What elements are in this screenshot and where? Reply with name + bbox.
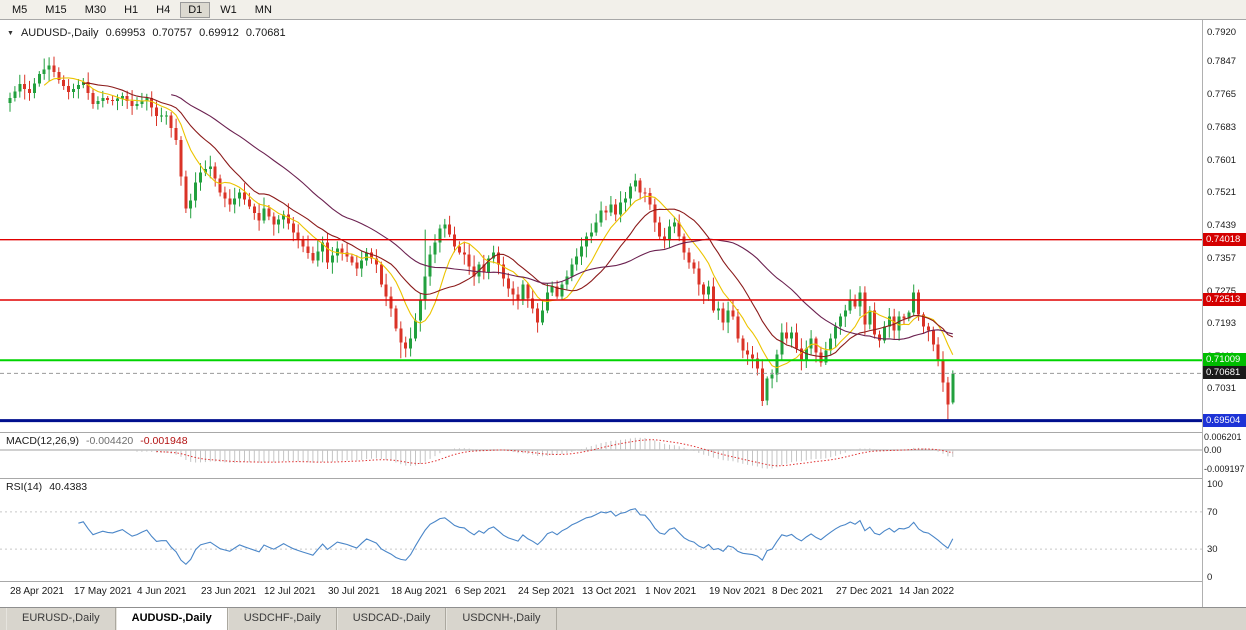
quote-close: 0.70681 bbox=[245, 27, 286, 39]
ma-line-8 bbox=[43, 77, 954, 369]
timeframe-button-mn[interactable]: MN bbox=[254, 3, 272, 16]
price-axis[interactable]: 0.7920 0.7847 0.7765 0.7683 0.7601 0.7521 0.74… bbox=[1202, 20, 1246, 607]
quote-open: 0.69953 bbox=[105, 27, 146, 39]
macd-axis-tick: 0.006201 bbox=[1204, 432, 1242, 442]
quote-high: 0.70757 bbox=[152, 27, 193, 39]
date-label: 14 Jan 2022 bbox=[899, 586, 955, 597]
quote-low: 0.69912 bbox=[199, 27, 239, 39]
price-pane[interactable]: ▼ AUDUSD-,Daily 0.69953 0.70757 0.69912 … bbox=[0, 20, 1202, 432]
pane-separator[interactable] bbox=[0, 432, 1246, 433]
price-tick: 0.7275 bbox=[1207, 286, 1237, 297]
pane-separator[interactable] bbox=[0, 581, 1246, 582]
timeframe-button-h1[interactable]: H1 bbox=[124, 3, 139, 16]
date-label: 1 Nov 2021 bbox=[645, 586, 697, 597]
price-tick: 0.7847 bbox=[1207, 56, 1237, 67]
macd-pane[interactable]: MACD(12,26,9) -0.004420 -0.001948 bbox=[0, 433, 1202, 478]
price-tick: 0.7765 bbox=[1207, 89, 1237, 100]
timeframe-button-m5[interactable]: M5 bbox=[12, 3, 28, 16]
level-price-badge: 0.74018 bbox=[1202, 233, 1246, 246]
price-tick: 0.7683 bbox=[1207, 122, 1237, 133]
rsi-axis-tick: 100 bbox=[1207, 479, 1223, 490]
rsi-chart[interactable] bbox=[0, 479, 1202, 581]
chart-tabs-bar: EURUSD-,Daily AUDUSD-,Daily USDCHF-,Daily U… bbox=[0, 607, 1246, 630]
price-tick: 0.7357 bbox=[1207, 253, 1237, 264]
timeframe-toolbar: M5 M15 M30 H1 H4 D1 W1 MN bbox=[0, 0, 1246, 20]
chart-tab-usdcad[interactable]: USDCAD-,Daily bbox=[336, 608, 447, 630]
date-label: 27 Dec 2021 bbox=[836, 586, 893, 597]
macd-chart[interactable] bbox=[0, 433, 1202, 478]
timeframe-button-h4[interactable]: H4 bbox=[156, 3, 171, 16]
date-label: 24 Sep 2021 bbox=[518, 586, 575, 597]
rsi-name: RSI(14) bbox=[6, 481, 43, 493]
symbol-dropdown-icon[interactable]: ▼ bbox=[7, 29, 14, 37]
price-tick: 0.7920 bbox=[1207, 27, 1237, 38]
date-label: 19 Nov 2021 bbox=[709, 586, 766, 597]
date-label: 17 May 2021 bbox=[74, 586, 132, 597]
timeframe-button-d1[interactable]: D1 bbox=[180, 1, 211, 18]
chart-quote-line: ▼ AUDUSD-,Daily 0.69953 0.70757 0.69912 … bbox=[7, 27, 286, 39]
macd-signal-line bbox=[156, 439, 953, 467]
timeframe-button-w1[interactable]: W1 bbox=[220, 3, 237, 16]
macd-value-main: -0.004420 bbox=[85, 435, 134, 447]
date-label: 23 Jun 2021 bbox=[201, 586, 257, 597]
macd-label-row: MACD(12,26,9) -0.004420 -0.001948 bbox=[6, 435, 188, 447]
price-tick: 0.7521 bbox=[1207, 187, 1237, 198]
level-price-badge: 0.71009 bbox=[1202, 353, 1246, 366]
date-label: 18 Aug 2021 bbox=[391, 586, 448, 597]
date-label: 28 Apr 2021 bbox=[10, 586, 64, 597]
macd-value-signal: -0.001948 bbox=[140, 435, 188, 447]
rsi-label-row: RSI(14) 40.4383 bbox=[6, 481, 87, 493]
ma-line-16 bbox=[83, 82, 954, 358]
level-price-badge: 0.72513 bbox=[1202, 293, 1246, 306]
date-label: 8 Dec 2021 bbox=[772, 586, 824, 597]
price-tick: 0.7601 bbox=[1207, 155, 1237, 166]
chart-tab-usdchf[interactable]: USDCHF-,Daily bbox=[227, 608, 337, 630]
timeframe-button-m15[interactable]: M15 bbox=[45, 3, 67, 16]
rsi-axis-tick: 70 bbox=[1207, 507, 1218, 518]
macd-name: MACD(12,26,9) bbox=[6, 435, 79, 447]
axis-divider bbox=[1202, 20, 1203, 607]
rsi-axis-tick: 0 bbox=[1207, 572, 1213, 583]
price-tick: 0.7439 bbox=[1207, 220, 1237, 231]
date-label: 12 Jul 2021 bbox=[264, 586, 316, 597]
chart-tab-audusd[interactable]: AUDUSD-,Daily bbox=[115, 608, 228, 630]
rsi-value: 40.4383 bbox=[49, 481, 88, 493]
rsi-axis-tick: 30 bbox=[1207, 544, 1218, 555]
macd-axis-tick: 0.00 bbox=[1204, 445, 1222, 455]
chart-symbol-period: AUDUSD-,Daily bbox=[20, 27, 99, 39]
chart-tab-eurusd[interactable]: EURUSD-,Daily bbox=[6, 608, 116, 630]
current-price-badge: 0.70681 bbox=[1202, 366, 1246, 379]
ma-line-34 bbox=[171, 94, 953, 340]
level-price-badge: 0.69504 bbox=[1202, 414, 1246, 427]
date-label: 13 Oct 2021 bbox=[582, 586, 637, 597]
candles bbox=[8, 56, 955, 421]
macd-axis-tick: -0.009197 bbox=[1204, 464, 1245, 474]
price-tick: 0.7031 bbox=[1207, 383, 1237, 394]
pane-separator[interactable] bbox=[0, 478, 1246, 479]
rsi-line bbox=[78, 508, 954, 566]
candlestick-chart[interactable] bbox=[0, 20, 1202, 432]
price-tick: 0.7193 bbox=[1207, 318, 1237, 329]
date-label: 4 Jun 2021 bbox=[137, 586, 187, 597]
timeframe-button-m30[interactable]: M30 bbox=[84, 3, 107, 16]
rsi-pane[interactable]: RSI(14) 40.4383 bbox=[0, 479, 1202, 581]
date-label: 30 Jul 2021 bbox=[328, 586, 380, 597]
chart-tab-usdcnh[interactable]: USDCNH-,Daily bbox=[446, 608, 557, 630]
time-axis[interactable]: 28 Apr 2021 17 May 2021 4 Jun 2021 23 Jun 2… bbox=[0, 582, 1202, 607]
date-label: 6 Sep 2021 bbox=[455, 586, 507, 597]
